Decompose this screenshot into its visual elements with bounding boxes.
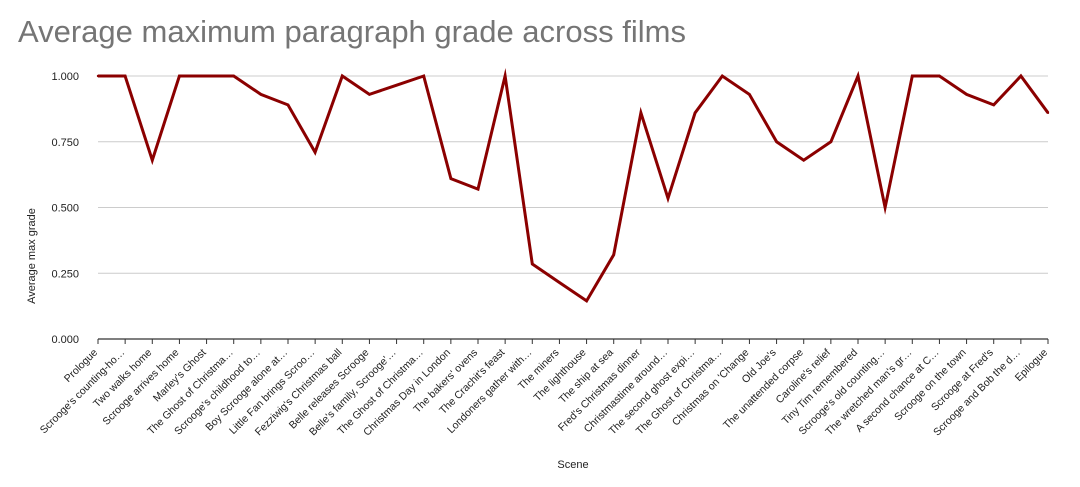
data-point [558,281,561,284]
data-point [96,74,100,78]
data-point [232,74,235,78]
data-point [856,74,860,78]
gridlines [98,75,1048,274]
data-point [911,74,914,78]
data-point [666,197,670,200]
data-point [368,93,371,96]
data-point [992,103,995,107]
data-point [476,187,480,191]
data-point [313,151,317,154]
x-axis-label: Scene [557,459,588,471]
data-point [748,93,751,96]
data-point [1019,74,1023,78]
chart-title: Average maximum paragraph grade across f… [18,14,686,49]
data-point [693,111,697,115]
data-point [585,299,588,303]
data-point [883,206,887,209]
data-point [123,74,127,78]
y-tick-label: 1.000 [51,71,79,83]
data-point [802,158,805,162]
series [96,68,1050,304]
data-point [178,74,181,78]
data-point [341,74,344,78]
y-axis-label: Average max grade [26,208,38,304]
data-point [151,158,154,162]
y-tick-label: 0.000 [51,334,79,346]
y-tick-label: 0.500 [51,203,79,215]
data-point [938,74,941,78]
series-line [98,68,1050,304]
data-point [286,103,290,107]
data-point [1046,111,1050,115]
y-axis: 0.000 0.250 0.500 0.750 1.000 [51,71,79,346]
data-point [205,74,208,78]
data-point [449,177,453,180]
data-point [965,93,968,96]
data-point [259,93,263,96]
data-point [721,74,724,78]
data-point [775,140,778,143]
data-point [531,262,534,266]
data-point [503,74,507,78]
data-point [639,111,643,115]
data-point [829,140,833,143]
data-point [612,253,615,257]
data-point [395,84,398,87]
data-point [422,74,425,78]
y-tick-label: 0.250 [51,268,79,280]
y-tick-label: 0.750 [51,137,79,149]
